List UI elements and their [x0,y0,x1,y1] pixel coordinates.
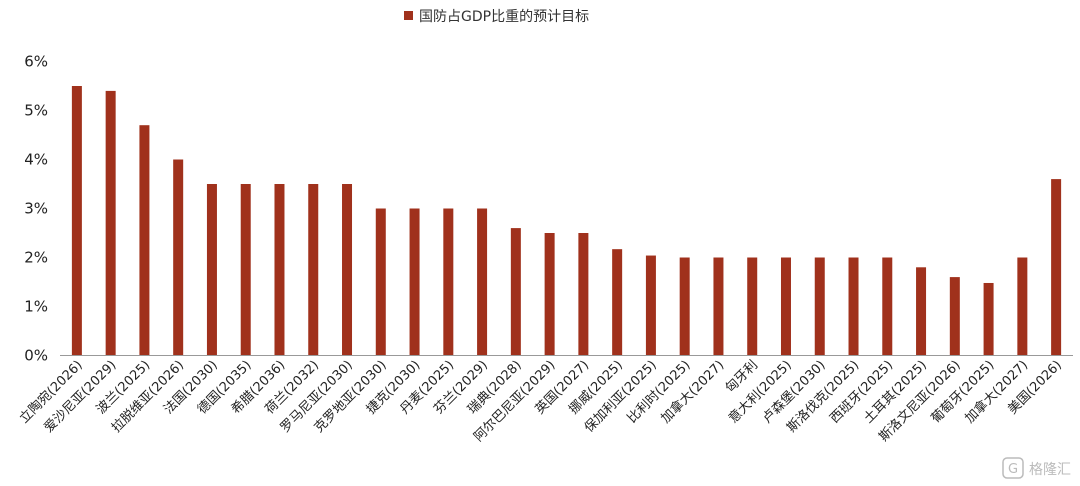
bar [409,208,420,356]
y-tick-label: 0% [24,347,48,365]
bar [544,233,555,356]
bar [983,282,994,356]
bar [308,184,319,356]
bar [882,257,893,356]
bar [139,125,150,356]
bar [274,184,285,356]
bar [578,233,589,356]
bar [949,277,960,356]
y-tick-label: 3% [24,200,48,218]
y-tick-label: 4% [24,151,48,169]
legend-swatch [404,11,413,20]
bar [510,228,521,356]
bars [71,86,1062,356]
bar [477,208,488,356]
y-axis: 0% 1% 2% 3% 4% 5% 6% [24,53,48,365]
bar [679,257,690,356]
bar [780,257,791,356]
bar [848,257,859,356]
bar [443,208,454,356]
bar [1051,179,1062,356]
watermark-text: 格隆汇 [1029,462,1071,478]
bar [612,249,623,356]
bar [713,257,724,356]
bar [206,184,217,356]
bar [814,257,825,356]
watermark: G 格隆汇 [1002,457,1071,479]
bar [105,90,116,356]
bar [173,159,184,356]
gelonghui-logo-glyph: G [1008,462,1018,477]
bar [71,86,82,356]
bar [1017,257,1028,356]
gelonghui-logo-icon [1002,457,1024,479]
y-tick-label: 5% [24,102,48,120]
bar [747,257,758,356]
y-tick-label: 6% [24,53,48,71]
bar [342,184,353,356]
bar [645,255,656,356]
bar [375,208,386,356]
bar [916,267,927,356]
y-tick-label: 2% [24,249,48,267]
legend-label: 国防占GDP比重的预计目标 [419,9,589,25]
y-tick-label: 1% [24,298,48,316]
bar [240,184,251,356]
x-axis-labels: 立陶宛(2026)爱沙尼亚(2029)波兰(2025)拉脱维亚(2026)法国(… [16,357,1065,445]
legend: 国防占GDP比重的预计目标 [404,9,589,25]
